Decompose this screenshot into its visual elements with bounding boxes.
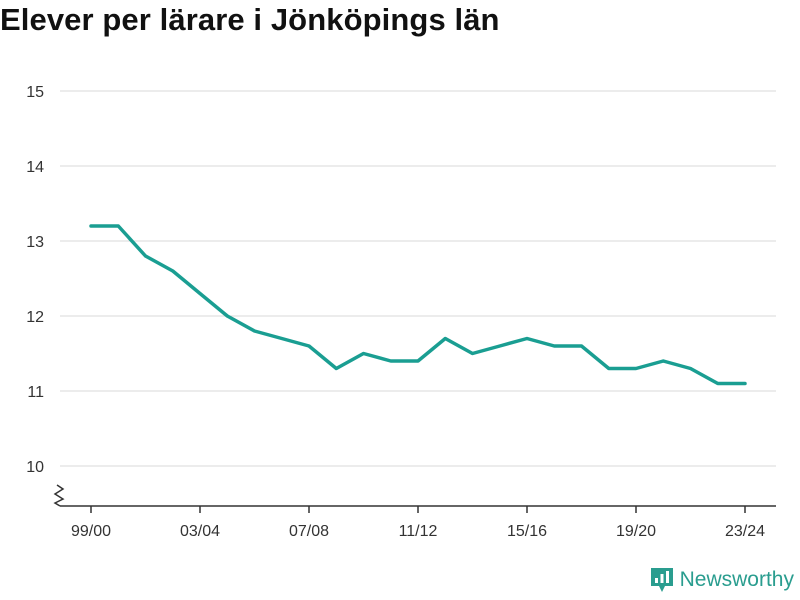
grid-lines <box>60 90 776 467</box>
y-tick-label: 12 <box>26 309 44 326</box>
data-point <box>225 314 229 318</box>
newsworthy-logo-icon <box>650 568 673 592</box>
data-point <box>198 292 202 295</box>
y-tick-label: 15 <box>26 84 44 101</box>
axis-break-mark <box>53 484 65 507</box>
data-point <box>607 367 611 370</box>
data-point <box>552 344 556 348</box>
y-tick-label: 11 <box>27 384 44 401</box>
data-point <box>580 344 583 348</box>
newsworthy-brand: Newsworthy <box>649 566 794 594</box>
y-tick-label: 13 <box>26 234 44 251</box>
data-point <box>253 329 256 333</box>
data-point <box>389 359 393 363</box>
data-point <box>525 337 529 340</box>
data-point <box>689 367 692 370</box>
data-point <box>280 337 284 340</box>
x-tick-label: 03/04 <box>180 523 220 540</box>
data-point <box>471 352 474 355</box>
chart-title: Elever per lärare i Jönköpings län <box>0 2 500 37</box>
data-point <box>661 359 665 363</box>
x-tick-label: 99/00 <box>71 523 111 540</box>
y-tick-label: 10 <box>26 459 44 476</box>
data-point <box>416 359 420 363</box>
data-point <box>362 352 365 355</box>
data-point <box>307 344 311 348</box>
x-tick-label: 11/12 <box>399 523 438 540</box>
data-point <box>89 224 93 228</box>
data-point <box>443 337 447 340</box>
data-point <box>634 367 638 370</box>
data-point <box>498 344 502 348</box>
data-point <box>716 382 720 385</box>
x-axis: 99/00 03/04 07/08 11/12 15/16 19/20 23/24 <box>53 484 776 540</box>
x-tick-label: 23/24 <box>725 523 765 540</box>
data-point <box>116 224 120 228</box>
brand-name: Newsworthy <box>679 568 794 591</box>
x-tick-label: 15/16 <box>507 523 547 540</box>
y-tick-label: 14 <box>26 159 44 176</box>
data-point <box>144 254 147 258</box>
data-point <box>334 367 338 370</box>
x-tick-label: 07/08 <box>289 523 329 540</box>
y-axis: 10 11 12 13 14 15 <box>26 84 44 476</box>
data-point <box>171 269 175 273</box>
data-point <box>743 382 747 385</box>
series-group <box>89 224 747 386</box>
x-tick-label: 19/20 <box>616 523 656 540</box>
